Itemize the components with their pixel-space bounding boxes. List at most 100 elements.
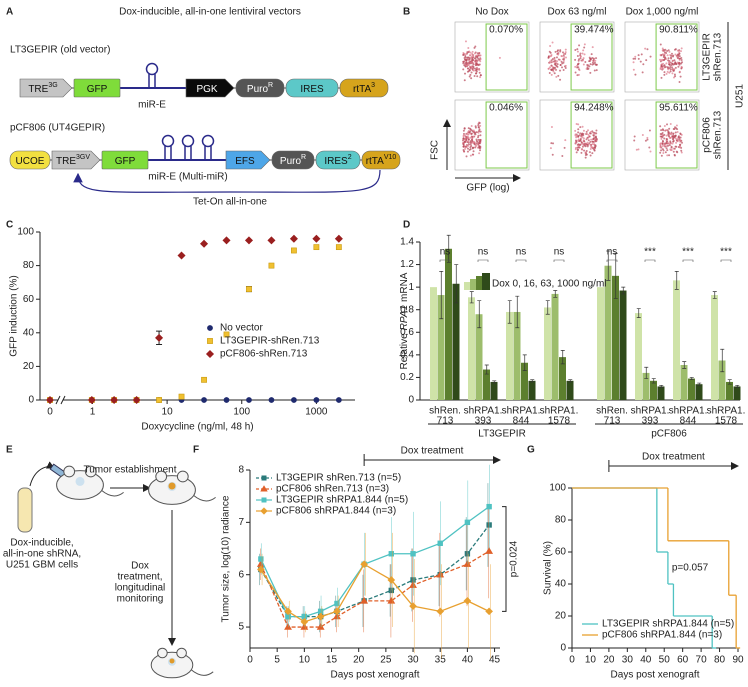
event-dot xyxy=(475,54,478,57)
x-tick-label: 0 xyxy=(569,655,575,666)
point xyxy=(223,397,230,403)
vector-name: pCF806 (UT4GEPIR) xyxy=(10,123,105,134)
event-dot xyxy=(550,142,553,145)
event-dot xyxy=(472,65,475,68)
bar xyxy=(468,297,475,400)
event-dot xyxy=(464,138,467,141)
event-dot xyxy=(661,66,664,69)
event-dot xyxy=(469,66,472,69)
event-dot xyxy=(663,66,666,69)
event-dot xyxy=(679,50,682,53)
event-dot xyxy=(581,148,584,151)
event-dot xyxy=(673,147,676,150)
element-label: rtTAV10 xyxy=(366,154,397,167)
element-name: PGK xyxy=(196,84,217,95)
event-dot xyxy=(478,71,481,74)
point xyxy=(313,397,320,403)
event-dot xyxy=(473,131,476,134)
y-tick-label: 20 xyxy=(555,611,567,622)
event-dot xyxy=(582,137,585,140)
event-dot xyxy=(548,66,551,69)
x-tick-label: 40 xyxy=(640,655,652,666)
error-bar xyxy=(492,380,497,384)
point xyxy=(360,560,368,569)
bar xyxy=(619,290,627,400)
legend-label: No vector xyxy=(220,323,263,334)
error-bar xyxy=(674,270,679,290)
event-dot xyxy=(648,129,651,132)
event-dot xyxy=(675,54,678,57)
point xyxy=(333,607,341,616)
hairpin-loop xyxy=(201,134,215,148)
event-dot xyxy=(678,58,681,61)
point xyxy=(486,503,492,510)
event-dot xyxy=(477,125,480,128)
error-bar xyxy=(613,252,618,299)
bar xyxy=(566,380,574,400)
point xyxy=(464,551,471,557)
gate xyxy=(655,23,698,91)
error-bar xyxy=(651,378,656,384)
event-dot xyxy=(670,146,673,149)
bar xyxy=(733,386,741,400)
event-dot xyxy=(632,61,635,64)
event-dot xyxy=(639,60,642,63)
mouse-ear xyxy=(176,647,187,659)
element-name: GFP xyxy=(87,84,108,95)
event-dot xyxy=(676,140,679,143)
event-dot xyxy=(588,135,591,138)
significance: ns xyxy=(607,247,618,258)
event-dot xyxy=(661,148,664,151)
hairpin xyxy=(148,74,156,88)
legend-label: Dox 0, 16, 63, 1000 ng/ml xyxy=(492,279,607,290)
significance-bracket xyxy=(644,259,656,262)
point xyxy=(200,239,209,248)
column-header: Dox 1,000 ng/ml xyxy=(626,7,699,18)
event-dot xyxy=(586,66,589,69)
event-dot xyxy=(594,144,597,147)
point xyxy=(257,565,265,574)
event-dot xyxy=(554,62,557,65)
hairpin-loop xyxy=(145,62,159,76)
event-dot xyxy=(660,129,663,132)
event-dot xyxy=(474,59,477,62)
event-dot xyxy=(676,61,679,64)
point xyxy=(387,576,396,584)
event-dot xyxy=(674,137,677,140)
point xyxy=(300,623,309,630)
event-dot xyxy=(662,54,665,57)
bar xyxy=(437,295,445,400)
event-dot xyxy=(576,149,579,152)
point xyxy=(268,397,275,403)
bar xyxy=(597,287,604,400)
event-dot xyxy=(551,57,554,60)
p-value: p=0.057 xyxy=(672,563,709,574)
event-dot xyxy=(672,132,675,135)
point xyxy=(410,551,416,557)
y-tick-label: 0.8 xyxy=(400,304,414,315)
event-dot xyxy=(469,136,472,139)
event-dot xyxy=(659,54,662,57)
legend-marker xyxy=(260,485,268,492)
error-bar xyxy=(522,354,527,372)
event-dot xyxy=(563,52,566,55)
event-dot xyxy=(576,54,579,57)
event-dot xyxy=(660,76,663,79)
x-axis-title: Days post xenograft xyxy=(611,670,700,681)
x-tick-label: 15 xyxy=(326,655,338,666)
event-dot xyxy=(560,60,563,63)
event-dot xyxy=(671,62,674,65)
event-dot xyxy=(660,142,663,145)
element-name: rtTA xyxy=(366,156,384,167)
point xyxy=(201,376,207,383)
event-dot xyxy=(473,74,476,77)
y-tick-label: 1.4 xyxy=(400,237,414,248)
event-dot xyxy=(588,56,591,59)
event-dot xyxy=(644,47,647,50)
point xyxy=(409,602,417,610)
event-dot xyxy=(547,67,550,70)
x-tick-label: 100 xyxy=(233,407,250,418)
event-dot xyxy=(469,51,472,54)
event-dot xyxy=(469,127,472,130)
event-dot xyxy=(463,150,466,153)
